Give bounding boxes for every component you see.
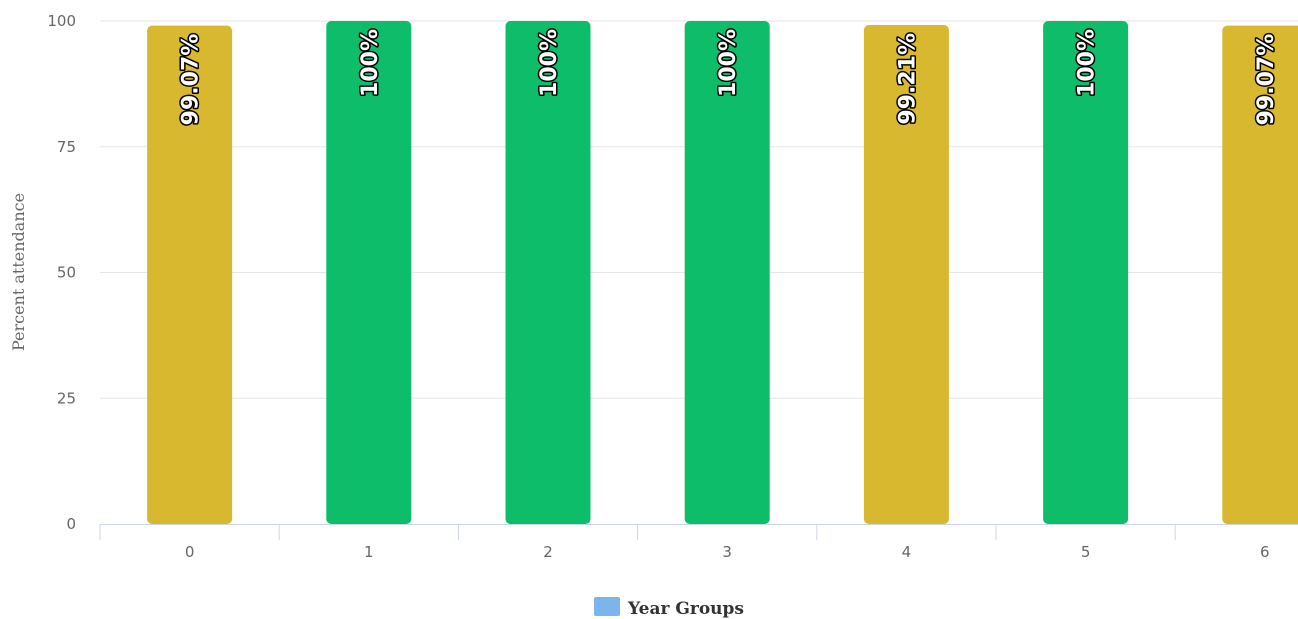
data-label: 99.21% <box>895 33 920 125</box>
bar-2[interactable] <box>505 21 591 524</box>
bar-0[interactable] <box>147 25 233 525</box>
x-tick-label: 2 <box>543 543 553 561</box>
data-label: 100% <box>1075 29 1100 97</box>
x-tick-label: 3 <box>722 543 732 561</box>
y-tick-label: 50 <box>57 264 76 282</box>
bar-4[interactable] <box>863 24 949 525</box>
bar-3[interactable] <box>684 21 770 524</box>
y-axis-ticks: 0 25 50 75 100 <box>47 12 76 533</box>
data-label: 100% <box>537 29 562 97</box>
y-tick-label: 0 <box>66 515 76 533</box>
bar-1[interactable] <box>326 21 412 524</box>
bar-6[interactable] <box>1222 25 1298 524</box>
x-axis-ticks: 0 1 2 3 4 5 6 <box>185 543 1270 561</box>
y-axis-title: Percent attendance <box>9 193 28 351</box>
x-tick-label: 1 <box>364 543 374 561</box>
bars <box>147 21 1298 525</box>
x-tick-label: 0 <box>185 543 195 561</box>
legend-swatch[interactable] <box>594 597 620 616</box>
x-tick-label: 5 <box>1081 543 1091 561</box>
legend-label[interactable]: Year Groups <box>627 599 744 619</box>
bar-5[interactable] <box>1043 21 1129 524</box>
data-label: 100% <box>358 29 383 97</box>
x-axis <box>99 524 1298 540</box>
y-tick-label: 75 <box>57 138 76 156</box>
y-tick-label: 100 <box>47 12 76 30</box>
legend-item[interactable]: Year Groups <box>594 597 744 619</box>
data-label: 100% <box>716 29 741 97</box>
data-labels: 99.07% 100% 100% 100% 99.21% 100% 99.07% <box>177 28 1280 127</box>
y-tick-label: 25 <box>57 389 76 407</box>
x-tick-label: 4 <box>902 543 912 561</box>
data-label: 99.07% <box>179 34 204 126</box>
data-label: 99.07% <box>1254 34 1279 126</box>
x-tick-label: 6 <box>1260 543 1270 561</box>
